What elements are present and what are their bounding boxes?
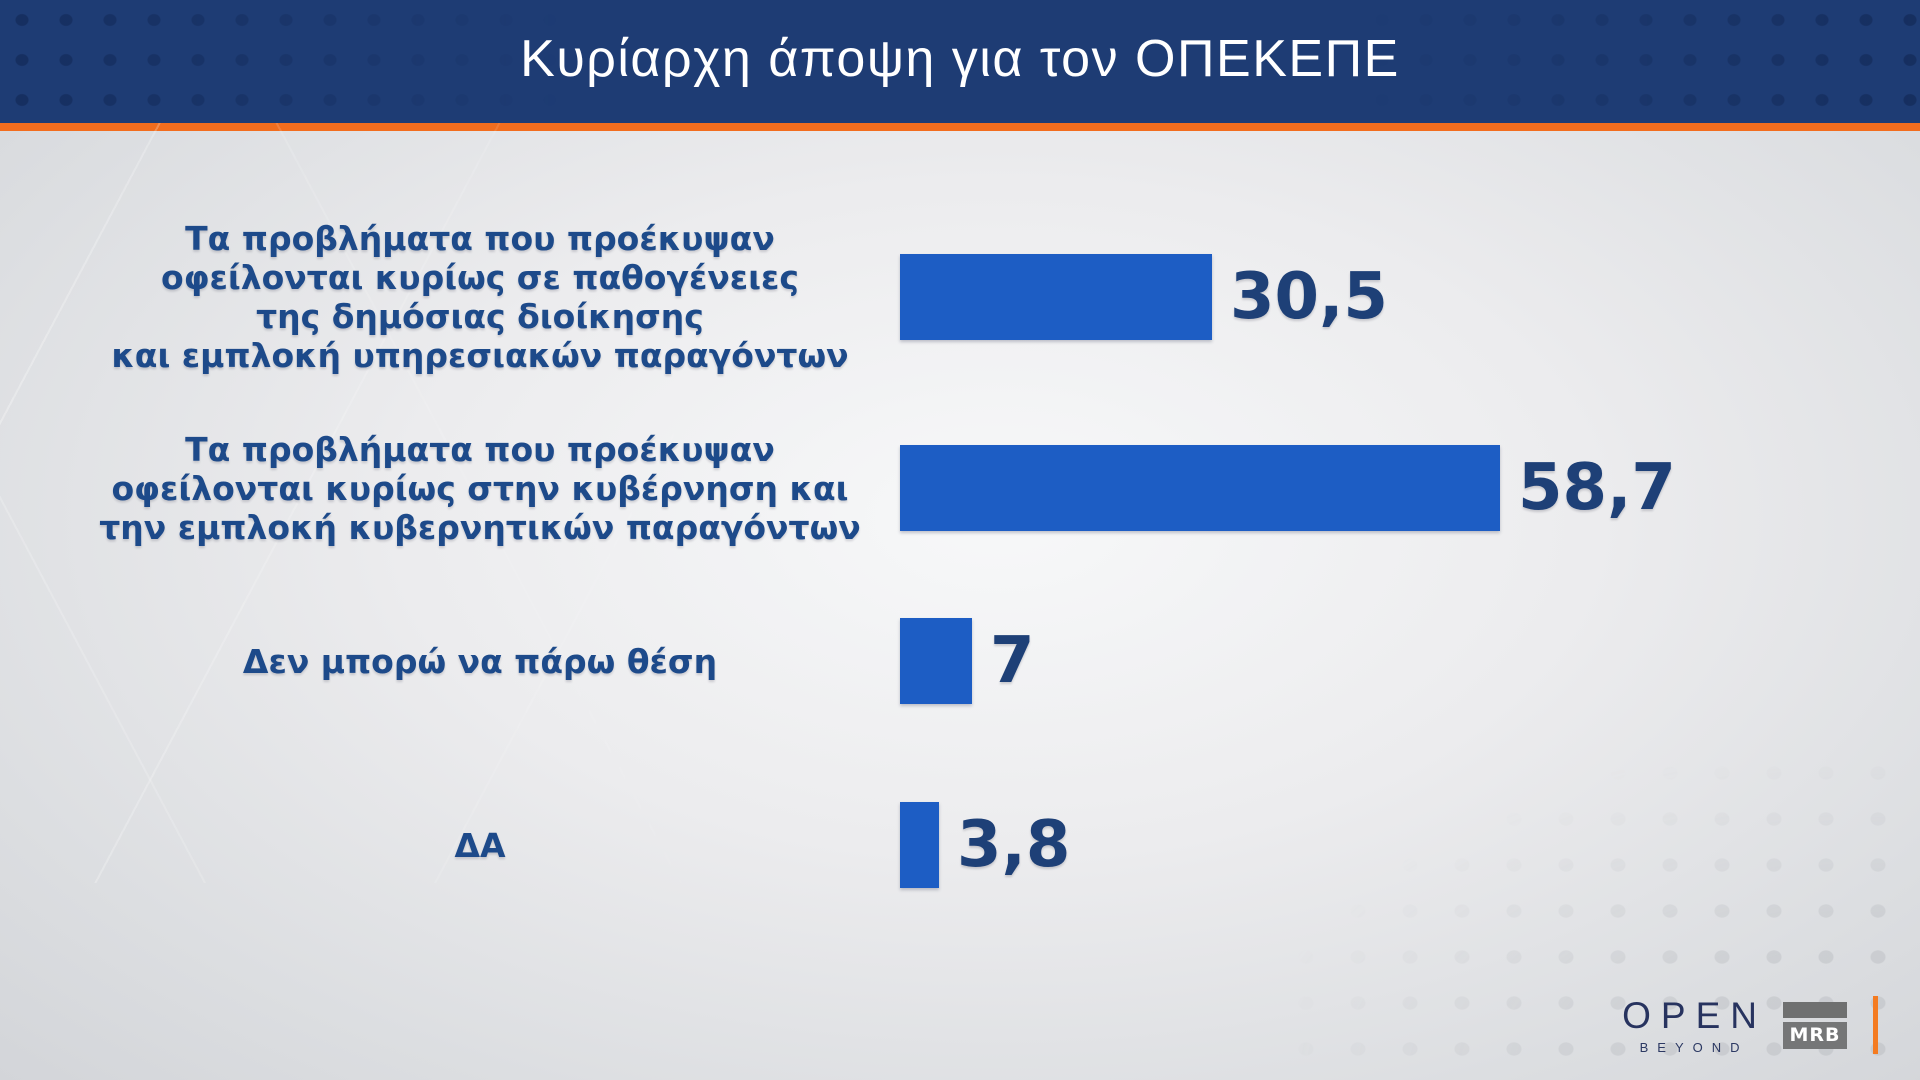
- bar: [900, 254, 1212, 340]
- bar-value-label: 58,7: [1518, 451, 1676, 525]
- bar: [900, 618, 972, 704]
- chart-row: Τα προβλήματα που προέκυψαν οφείλονται κυ…: [0, 402, 1920, 574]
- bar-area: 58,7: [880, 445, 1920, 531]
- chart-row: Δεν μπορώ να πάρω θέση 7: [0, 574, 1920, 748]
- page-title: Κυρίαρχη άποψη για τον ΟΠΕΚΕΠΕ: [520, 29, 1400, 88]
- bar-area: 3,8: [880, 802, 1920, 888]
- header-dot-texture-left: [0, 0, 560, 123]
- bar: [900, 445, 1500, 531]
- mrb-logo-topbar: [1783, 1001, 1847, 1018]
- header-dot-texture-right: [1360, 0, 1920, 123]
- bar-chart: Τα προβλήματα που προέκυψαν οφείλονται κυ…: [0, 131, 1920, 942]
- bar-value-label: 3,8: [957, 808, 1071, 882]
- mrb-logo-block: MRB: [1783, 1021, 1847, 1049]
- bar-value-label: 30,5: [1230, 260, 1388, 334]
- bar-category-label: Δεν μπορώ να πάρω θέση: [242, 641, 718, 681]
- bar-area: 7: [880, 618, 1920, 704]
- open-logo-subtext: BEYOND: [1639, 1039, 1749, 1055]
- bar-category-label: ΔΑ: [454, 825, 506, 865]
- open-channel-logo: OPEN BEYOND: [1622, 997, 1757, 1054]
- bar-area: 30,5: [880, 254, 1920, 340]
- mrb-logo-text: MRB: [1789, 1024, 1841, 1046]
- chart-row: ΔΑ 3,8: [0, 748, 1920, 942]
- footer-logos: OPEN BEYOND MRB: [1622, 996, 1878, 1054]
- header-banner: Κυρίαρχη άποψη για τον ΟΠΕΚΕΠΕ: [0, 0, 1920, 123]
- header-accent-divider: [0, 123, 1920, 131]
- bar-value-label: 7: [990, 624, 1035, 698]
- chart-row: Τα προβλήματα που προέκυψαν οφείλονται κυ…: [0, 192, 1920, 402]
- mrb-logo: MRB: [1783, 1001, 1847, 1049]
- bar: [900, 802, 939, 888]
- bar-category-label: Τα προβλήματα που προέκυψαν οφείλονται κυ…: [111, 219, 849, 375]
- footer-orange-divider: [1873, 996, 1878, 1054]
- bar-category-label: Τα προβλήματα που προέκυψαν οφείλονται κυ…: [99, 429, 861, 547]
- open-logo-text: OPEN: [1622, 994, 1767, 1036]
